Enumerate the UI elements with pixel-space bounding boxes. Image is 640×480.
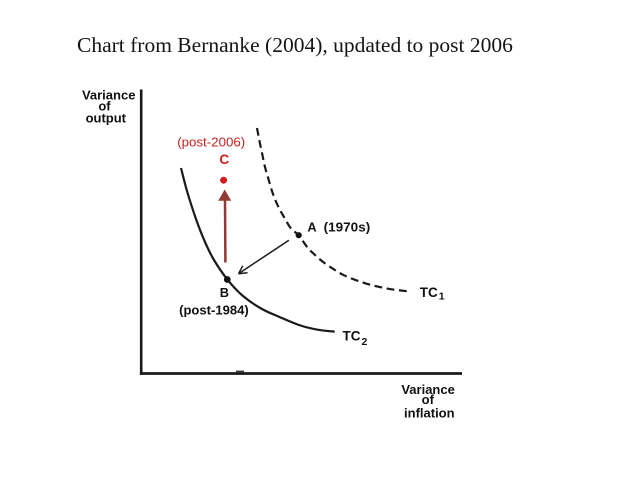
svg-text:of: of — [422, 392, 435, 407]
svg-text:of: of — [98, 99, 111, 114]
svg-text:(post-2006): (post-2006) — [177, 135, 245, 150]
svg-text:TC: TC — [343, 328, 361, 343]
svg-text:(post-1984): (post-1984) — [179, 302, 249, 317]
svg-text:TC: TC — [420, 285, 438, 300]
svg-text:Variance: Variance — [401, 382, 455, 397]
svg-text:C: C — [219, 152, 229, 167]
svg-text:A: A — [307, 219, 316, 234]
svg-text:output: output — [86, 110, 127, 125]
svg-text:inflation: inflation — [404, 406, 455, 421]
svg-text:2: 2 — [362, 336, 368, 348]
svg-text:B: B — [220, 285, 229, 300]
svg-text:(1970s): (1970s) — [324, 219, 371, 234]
svg-text:1: 1 — [439, 291, 445, 303]
svg-text:Chart from Bernanke (2004), up: Chart from Bernanke (2004), updated to p… — [77, 33, 513, 57]
svg-text:Variance: Variance — [82, 88, 136, 103]
